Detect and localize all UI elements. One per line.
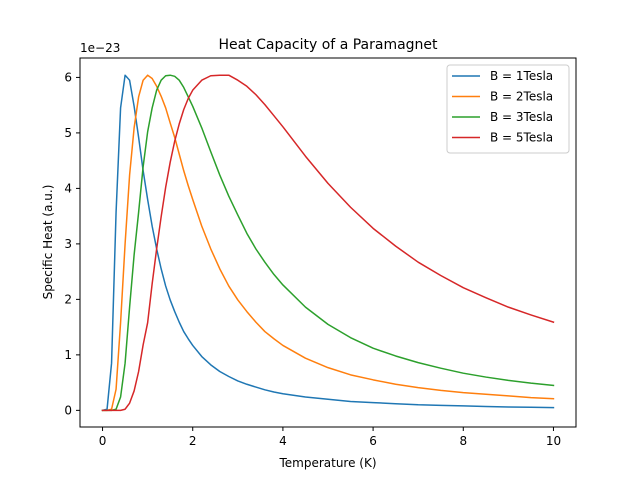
y-tick-label: 5 — [64, 126, 72, 140]
y-axis-offset-text: 1e−23 — [80, 41, 120, 55]
series-line-4 — [101, 74, 555, 412]
x-tick-label: 2 — [189, 434, 197, 448]
plot-frame — [79, 57, 577, 428]
y-axis-ticks: 0 1 2 3 4 5 6 — [64, 70, 80, 417]
legend: B = 1Tesla B = 2Tesla B = 3Tesla B = 5Tesla — [446, 64, 570, 154]
y-tick-label: 0 — [64, 403, 72, 417]
x-tick-label: 4 — [279, 434, 287, 448]
y-tick-label: 4 — [64, 181, 72, 195]
x-tick-label: 0 — [99, 434, 107, 448]
legend-frame — [446, 64, 570, 154]
x-axis-label: Temperature (K) — [278, 456, 376, 470]
legend-label-1: B = 1Tesla — [490, 69, 553, 83]
legend-label-4: B = 5Tesla — [490, 131, 553, 145]
x-tick-label: 6 — [369, 434, 377, 448]
chart-title: Heat Capacity of a Paramagnet — [218, 37, 438, 53]
series-layer — [101, 74, 555, 412]
series-line-1 — [101, 74, 555, 412]
legend-label-2: B = 2Tesla — [490, 90, 553, 104]
y-tick-label: 6 — [64, 70, 72, 84]
y-tick-label: 1 — [64, 348, 72, 362]
series-line-3 — [101, 74, 555, 412]
legend-label-3: B = 3Tesla — [490, 110, 553, 124]
y-tick-label: 2 — [64, 292, 72, 306]
x-tick-label: 8 — [459, 434, 467, 448]
x-tick-label: 10 — [546, 434, 561, 448]
y-tick-label: 3 — [64, 237, 72, 251]
series-line-2 — [101, 74, 555, 412]
x-axis-ticks: 0 2 4 6 8 10 — [99, 427, 561, 448]
y-axis-label: Specific Heat (a.u.) — [41, 185, 55, 300]
